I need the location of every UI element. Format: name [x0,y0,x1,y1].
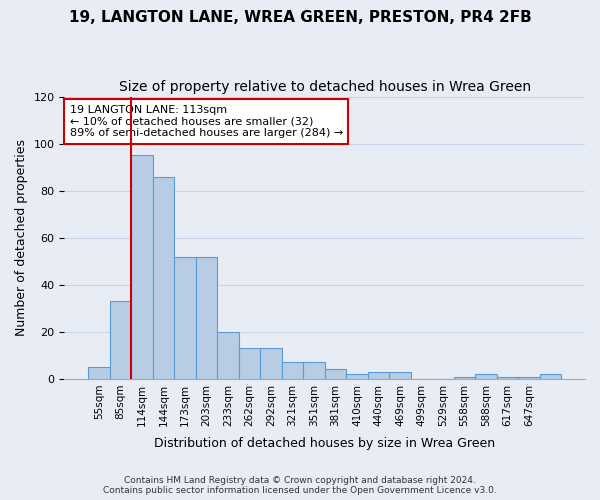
Bar [196,256,217,379]
Bar [540,374,562,379]
Title: Size of property relative to detached houses in Wrea Green: Size of property relative to detached ho… [119,80,531,94]
Y-axis label: Number of detached properties: Number of detached properties [15,139,28,336]
Text: 19, LANGTON LANE, WREA GREEN, PRESTON, PR4 2FB: 19, LANGTON LANE, WREA GREEN, PRESTON, P… [68,10,532,25]
Bar [110,302,131,379]
Bar [260,348,281,379]
Bar [303,362,325,379]
Bar [131,156,152,379]
Text: 19 LANGTON LANE: 113sqm
← 10% of detached houses are smaller (32)
89% of semi-de: 19 LANGTON LANE: 113sqm ← 10% of detache… [70,105,343,138]
Bar [454,376,475,379]
Bar [368,372,389,379]
Bar [346,374,368,379]
Bar [88,367,110,379]
Bar [325,370,346,379]
Bar [389,372,411,379]
Bar [217,332,239,379]
Bar [475,374,497,379]
Bar [497,376,518,379]
Text: Contains HM Land Registry data © Crown copyright and database right 2024.
Contai: Contains HM Land Registry data © Crown c… [103,476,497,495]
Bar [281,362,303,379]
X-axis label: Distribution of detached houses by size in Wrea Green: Distribution of detached houses by size … [154,437,495,450]
Bar [239,348,260,379]
Bar [174,256,196,379]
Bar [152,176,174,379]
Bar [518,376,540,379]
